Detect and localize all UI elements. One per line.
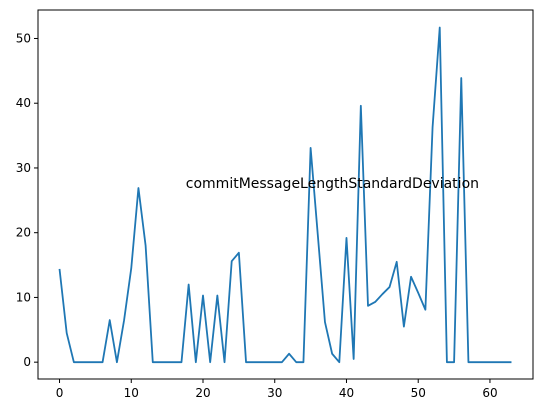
y-tick-label: 30: [16, 161, 31, 175]
x-tick-label: 0: [56, 386, 64, 400]
chart-annotation: commitMessageLengthStandardDeviation: [186, 176, 479, 192]
x-tick-label: 20: [195, 386, 210, 400]
x-tick-label: 40: [339, 386, 354, 400]
y-tick-label: 10: [16, 290, 31, 304]
x-tick-label: 60: [482, 386, 497, 400]
series-line: [58, 26, 512, 364]
y-axis-ticks: 0 10 20 30 40 50: [16, 31, 38, 369]
x-tick-label: 30: [267, 386, 282, 400]
y-tick-label: 0: [23, 355, 31, 369]
plot-frame: [37, 9, 534, 380]
x-axis-ticks: 0 10 20 30 40 50 60: [56, 379, 498, 400]
y-tick-label: 20: [16, 226, 31, 240]
y-tick-label: 40: [16, 96, 31, 110]
x-tick-label: 50: [411, 386, 426, 400]
x-tick-label: 10: [124, 386, 139, 400]
plot-background: [38, 10, 533, 379]
y-tick-label: 50: [16, 31, 31, 45]
series-layer: [58, 26, 512, 364]
